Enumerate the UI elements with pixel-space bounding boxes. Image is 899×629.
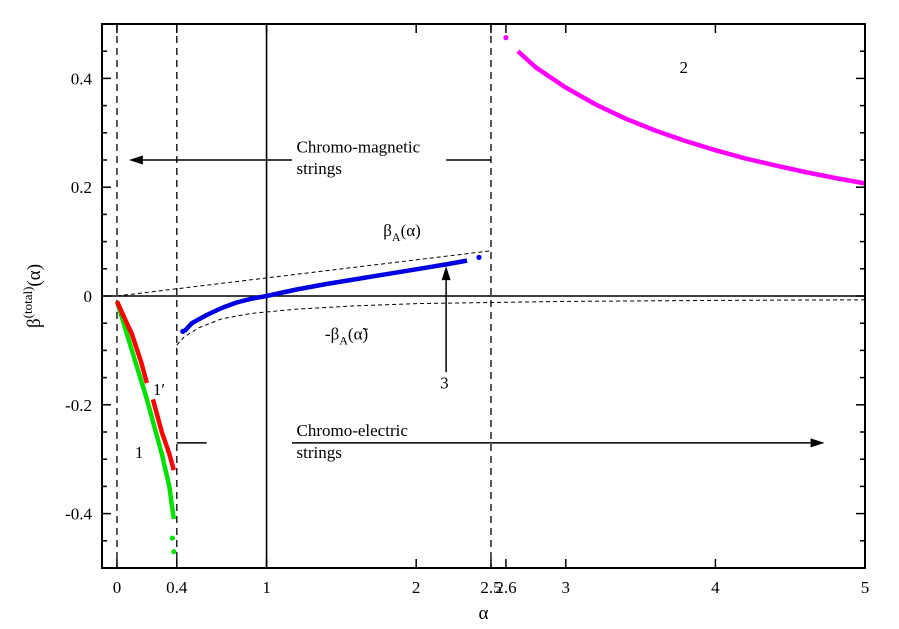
series-line [182, 258, 468, 333]
arrow-head [128, 155, 143, 165]
x-tick-label: 1 [262, 578, 271, 597]
annotation-label-1: 1 [135, 443, 144, 462]
beta-label-betaA: βA(α) [383, 221, 421, 244]
annotation-label-3: 3 [440, 373, 449, 392]
y-tick-label: 0.2 [71, 178, 92, 197]
series-line [150, 398, 176, 471]
y-tick-label: -0.2 [65, 396, 92, 415]
annotation-label-1prime: 1′ [153, 380, 165, 399]
annotation-layer: Chromo-magnetic strings Chromo-electric str… [135, 58, 688, 462]
annotation-magnetic-line2: strings [296, 159, 341, 178]
annotation-label-2: 2 [679, 58, 688, 77]
series-line [114, 300, 150, 384]
x-tick-label: 2 [412, 578, 421, 597]
annotation-electric-line2: strings [296, 443, 341, 462]
tick-layer: 0 0.4 1 2 2.52.6 3 4 5 0.4 0.2 0 -0.2 -0.4 [65, 23, 870, 597]
x-tick-label: 5 [861, 578, 870, 597]
y-axis-label: β(total)(α) [20, 264, 45, 328]
arrow-head [810, 438, 825, 448]
reference-curve [176, 299, 866, 346]
arrow-head [441, 266, 451, 281]
x-tick-label: 3 [562, 578, 571, 597]
series-layer [114, 35, 866, 555]
x-tick-label: 2.6 [495, 578, 516, 597]
data-point [476, 254, 482, 260]
y-tick-label: 0 [84, 287, 93, 306]
annotation-electric-line1: Chromo-electric [296, 421, 408, 440]
x-tick-label: 0.4 [166, 578, 188, 597]
data-point [171, 549, 177, 555]
reference-lines [102, 24, 865, 568]
beta-label-neg-betaA: -βA(α̃) [325, 325, 369, 348]
data-point [503, 35, 509, 41]
data-point [180, 328, 186, 334]
x-tick-label: 4 [711, 578, 720, 597]
y-tick-label: 0.4 [71, 69, 93, 88]
x-tick-label: 2.5 [480, 578, 501, 597]
x-axis-label: α [479, 603, 489, 624]
series-line [114, 300, 177, 520]
annotation-magnetic-line1: Chromo-magnetic [296, 137, 420, 156]
data-point [169, 535, 175, 541]
x-tick-label: 0 [113, 578, 122, 597]
arrow-layer [128, 155, 825, 448]
series-line [516, 49, 866, 186]
y-tick-label: -0.4 [65, 505, 92, 524]
